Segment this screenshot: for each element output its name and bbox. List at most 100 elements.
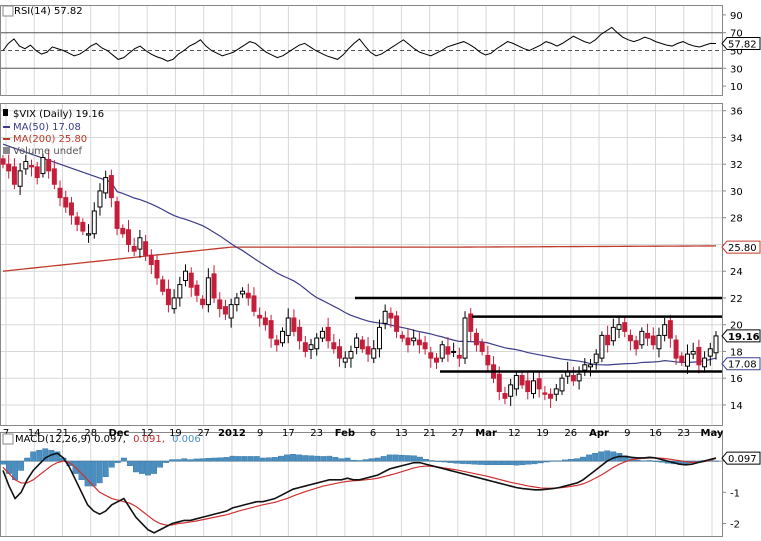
macd-histogram-bar: [441, 460, 448, 463]
x-tick-label: 17: [282, 428, 295, 439]
candle-up: [86, 233, 92, 236]
candle-up: [513, 375, 519, 390]
rsi-legend-text: RSI(14) 57.82: [14, 6, 83, 17]
candle-up: [462, 317, 468, 359]
price-y-tick-label: 36: [730, 107, 743, 118]
macd-histogram-bar: [465, 460, 472, 465]
candle-down: [337, 346, 343, 359]
candle-down: [645, 332, 651, 339]
macd-histogram-bar: [489, 460, 496, 466]
candle-up: [171, 297, 177, 310]
macd-histogram-bar: [374, 457, 381, 462]
ma200-value-tag-box: [721, 240, 761, 254]
candle-down: [570, 375, 576, 382]
candle-down: [74, 216, 80, 225]
candle-up: [553, 388, 559, 395]
macd-histogram-bar: [598, 451, 605, 462]
candle-up: [707, 348, 713, 357]
candle-down: [519, 375, 525, 386]
candle-up: [91, 210, 97, 235]
candle-up: [593, 353, 599, 364]
candle-up: [439, 344, 445, 359]
macd-histogram-bar: [610, 451, 617, 462]
rsi-line: [2, 26, 717, 62]
candle-up: [576, 373, 582, 382]
rsi-value-tag-text: 57.82: [728, 40, 757, 51]
macd-histogram-bar: [568, 459, 574, 462]
macd-histogram-bar: [296, 454, 302, 462]
macd-histogram-bar: [30, 451, 37, 462]
x-tick-label: May: [701, 428, 724, 439]
candle-down: [650, 335, 656, 346]
candle-down: [667, 320, 673, 339]
macd-histogram-bar: [278, 455, 284, 462]
candle-down: [108, 175, 114, 199]
candle-down: [120, 227, 126, 235]
macd-histogram-bar: [241, 456, 248, 462]
candle-down: [211, 273, 217, 299]
candle-up: [228, 304, 234, 319]
macd-plot: [0, 448, 722, 534]
macd-histogram-bar: [586, 454, 593, 462]
candle-down: [696, 346, 702, 366]
macd-histogram-bar: [562, 459, 568, 462]
macd-histogram-bar: [423, 459, 429, 462]
candle-up: [234, 297, 240, 306]
x-tick-label: 9: [624, 428, 630, 439]
candle-down: [416, 339, 422, 346]
macd-histogram-bar: [193, 458, 200, 462]
macd-histogram-bar: [713, 460, 719, 462]
macd-histogram-bar: [640, 460, 647, 462]
candle-down: [473, 332, 479, 346]
x-tick-label: Apr: [589, 428, 609, 439]
macd-value-tag-box: [721, 451, 761, 465]
volume-legend-text: Volume undef: [13, 146, 83, 157]
candle-down: [6, 163, 12, 172]
ma200-value-tag: 25.80: [721, 240, 761, 254]
x-tick-label: 19: [169, 428, 182, 439]
candle-up: [23, 161, 29, 170]
candle-up: [103, 177, 109, 194]
candle-down: [57, 187, 63, 199]
macd-histogram-bar: [580, 456, 586, 462]
candle-up: [582, 364, 588, 371]
macd-histogram-bar: [211, 457, 218, 462]
price-y-tick-label: 32: [730, 160, 743, 171]
candle-up: [610, 326, 616, 342]
macd-histogram-bar: [126, 460, 133, 466]
candle-up: [354, 337, 360, 348]
rsi-y-tick-label: 50: [730, 47, 743, 58]
macd-histogram-bar: [247, 456, 254, 462]
volume-legend-swatch: [3, 147, 10, 154]
candle-up: [382, 310, 388, 324]
rsi-y-tick-label: 70: [730, 29, 743, 40]
x-tick-label: 9: [257, 428, 263, 439]
macd-histogram-bar: [483, 460, 490, 466]
candle-down: [633, 340, 639, 350]
macd-histogram-bar: [205, 458, 212, 462]
candle-down: [365, 346, 371, 355]
macd-histogram-bar: [290, 454, 296, 462]
macd-histogram-bar: [410, 455, 417, 462]
x-tick-label: 27: [197, 428, 210, 439]
macd-histogram-bar: [0, 460, 6, 465]
candle-down: [496, 373, 502, 393]
macd-histogram-bar: [652, 460, 659, 462]
ma50-value-tag-box: [721, 357, 761, 371]
price-y-tick-label: 34: [730, 133, 743, 144]
candle-down: [302, 342, 308, 352]
candle-down: [536, 378, 542, 390]
ma200-value-tag-text: 25.80: [728, 243, 757, 254]
candle-up: [451, 350, 457, 353]
candle-down: [485, 354, 491, 366]
macd-histogram-bar: [634, 459, 641, 462]
candle-up: [40, 157, 46, 175]
rsi-value-tag: 57.82: [721, 37, 761, 51]
rsi-legend: RSI(14) 57.82: [2, 5, 83, 17]
macd-histogram-bar: [229, 455, 236, 462]
candle-down: [46, 159, 52, 172]
x-tick-label: 14: [28, 428, 41, 439]
price-plot: [0, 143, 722, 408]
macd-histogram-bar: [555, 460, 562, 462]
